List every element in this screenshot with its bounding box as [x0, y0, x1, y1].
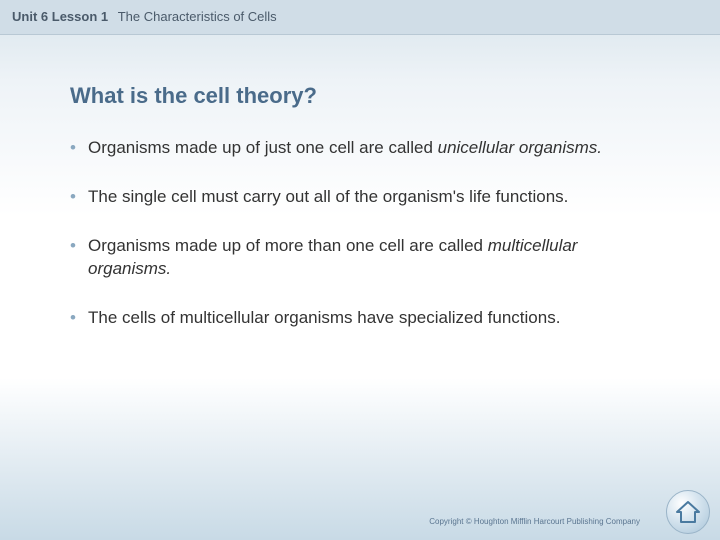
unit-lesson-label: Unit 6 Lesson 1 The Characteristics of C…	[12, 9, 277, 24]
copyright-text: Copyright © Houghton Mifflin Harcourt Pu…	[429, 517, 640, 526]
list-item: Organisms made up of just one cell are c…	[70, 137, 650, 160]
slide-heading: What is the cell theory?	[70, 83, 650, 109]
header-bar: Unit 6 Lesson 1 The Characteristics of C…	[0, 0, 720, 35]
list-item: Organisms made up of more than one cell …	[70, 235, 650, 281]
home-icon	[675, 500, 701, 524]
list-item: The single cell must carry out all of th…	[70, 186, 650, 209]
bullet-list: Organisms made up of just one cell are c…	[70, 137, 650, 330]
unit-text: Unit 6	[12, 9, 48, 24]
slide-content: What is the cell theory? Organisms made …	[0, 35, 720, 330]
lesson-text: Lesson 1	[52, 9, 108, 24]
home-button[interactable]	[666, 490, 710, 534]
lesson-title: The Characteristics of Cells	[118, 9, 277, 24]
list-item: The cells of multicellular organisms hav…	[70, 307, 650, 330]
